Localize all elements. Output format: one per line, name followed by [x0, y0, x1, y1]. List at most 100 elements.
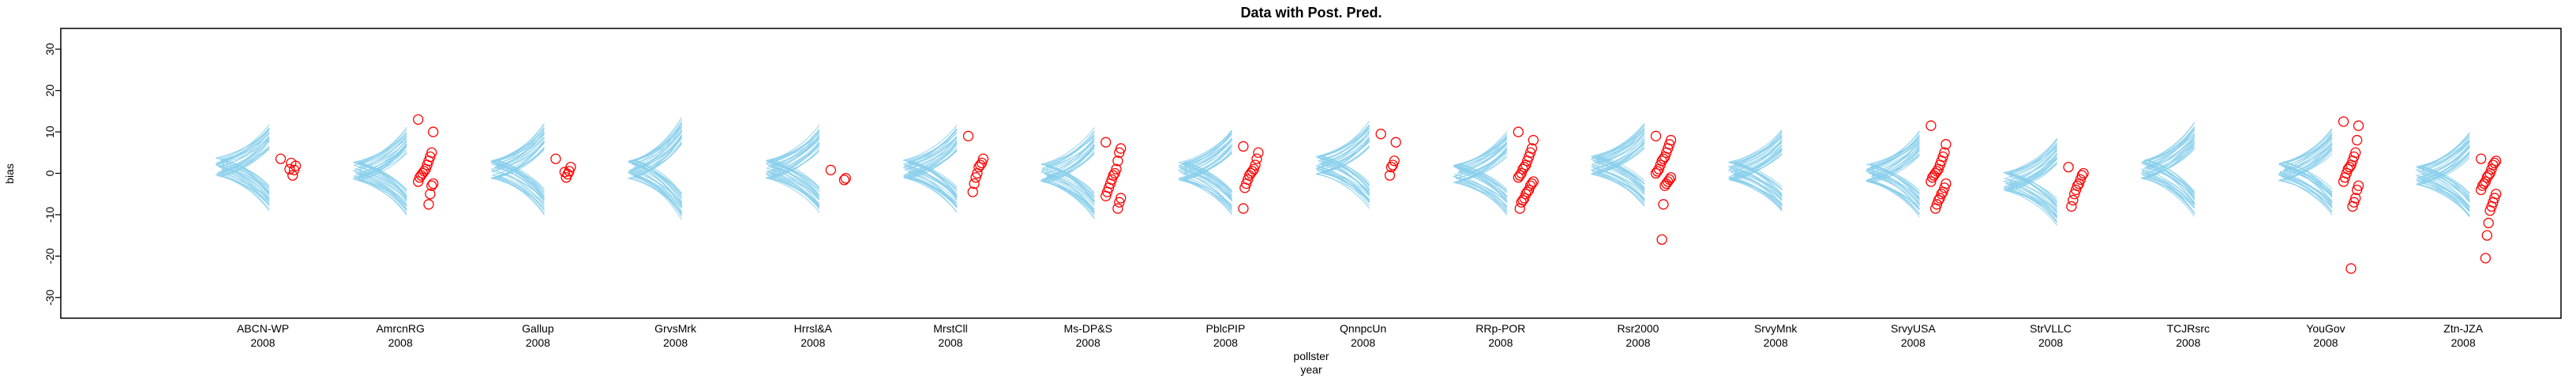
posterior-predictive-curve: [1869, 145, 1920, 200]
data-point: [1112, 203, 1123, 214]
posterior-predictive-curve: [1734, 130, 1783, 197]
posterior-predictive-curve: [1046, 137, 1095, 213]
posterior-predictive-curve: [1317, 125, 1370, 190]
data-point: [550, 153, 561, 164]
posterior-predictive-curve: [766, 137, 820, 199]
data-point: [1526, 178, 1538, 190]
posterior-predictive-curve: [771, 137, 820, 191]
posterior-predictive-curve: [633, 137, 683, 217]
x-tick-label-year: 2008: [1625, 336, 1650, 349]
data-point: [2066, 201, 2077, 212]
posterior-predictive-curve: [1732, 149, 1783, 200]
posterior-predictive-curve: [2004, 157, 2058, 216]
data-point: [1245, 167, 1257, 179]
data-point: [2353, 180, 2364, 191]
data-point: [2347, 201, 2358, 212]
x-tick-label-pollster: Rsr2000: [1618, 322, 1659, 335]
y-tick-label: -30: [43, 289, 56, 305]
data-point: [1659, 180, 1670, 191]
data-point: [1114, 197, 1125, 208]
observed-data-points: [275, 114, 2502, 274]
posterior-predictive-curve: [1320, 137, 1370, 207]
posterior-predictive-curve: [902, 125, 958, 196]
posterior-predictive-curve: [1592, 124, 1645, 191]
posterior-predictive-curve: [2003, 150, 2058, 213]
data-point: [1929, 203, 1941, 214]
data-point: [2349, 197, 2360, 208]
posterior-predictive-curve: [358, 136, 407, 198]
posterior-predictive-curve: [2009, 157, 2058, 223]
data-point: [1387, 159, 1398, 171]
data-point: [2338, 176, 2349, 187]
data-point: [428, 126, 439, 137]
data-point: [2476, 153, 2487, 164]
data-point: [2073, 178, 2085, 190]
posterior-predictive-curve: [353, 135, 407, 207]
posterior-predictive-curve: [2278, 133, 2333, 196]
x-tick-label-pollster: QnnpcUn: [1340, 322, 1386, 335]
posterior-predictive-curve: [1590, 137, 1645, 202]
data-point: [2480, 253, 2492, 264]
data-point: [2481, 230, 2492, 241]
y-tick-label: 20: [43, 84, 56, 97]
data-point: [2063, 161, 2074, 173]
data-point: [969, 178, 980, 190]
posterior-predictive-curve: [1453, 135, 1508, 197]
x-tick-label-pollster: TCJRsrc: [2167, 322, 2210, 335]
posterior-predictive-curve: [359, 135, 407, 190]
x-tick-label-year: 2008: [663, 336, 688, 349]
posterior-predictive-curve: [767, 144, 820, 199]
x-tick-label-year: 2008: [1351, 336, 1375, 349]
posterior-predictive-curve: [1732, 150, 1783, 211]
posterior-predictive-curve: [2280, 144, 2333, 216]
posterior-predictive-curve: [2004, 145, 2058, 212]
y-axis-label: bias: [3, 163, 16, 184]
data-point: [1655, 159, 1666, 171]
data-point: [970, 172, 981, 183]
data-point: [1931, 199, 1943, 210]
data-point: [414, 172, 426, 183]
posterior-predictive-curve: [1318, 127, 1370, 187]
posterior-predictive-curve: [1045, 130, 1095, 203]
posterior-predictive-curve: [491, 146, 545, 209]
data-point: [1238, 203, 1249, 214]
x-tick-label-pollster: GrvsMrk: [654, 322, 697, 335]
posterior-predictive-curve: [1871, 148, 1920, 206]
data-point: [2483, 217, 2494, 229]
data-point: [1936, 189, 1947, 200]
posterior-predictive-curve: [2418, 137, 2470, 208]
data-point: [1101, 137, 1112, 148]
x-tick-label-year: 2008: [801, 336, 825, 349]
data-point: [1513, 126, 1524, 137]
data-point: [962, 130, 974, 141]
posterior-predictive-curve: [628, 137, 683, 205]
posterior-predictive-curve: [491, 142, 545, 201]
data-point: [1241, 178, 1252, 190]
data-point: [1519, 161, 1530, 173]
posterior-predictive-curve: [2283, 150, 2333, 208]
data-point: [284, 163, 295, 174]
x-tick-label-year: 2008: [2451, 336, 2476, 349]
posterior-predictive-curve: [1453, 141, 1508, 193]
posterior-predictive-curve: [2146, 129, 2195, 204]
data-point: [1927, 172, 1938, 183]
y-tick-label: 10: [43, 126, 56, 138]
posterior-predictive-curve: [2279, 140, 2333, 207]
posterior-predictive-curve: [1865, 137, 1920, 204]
data-point: [286, 157, 297, 169]
x-tick-label-pollster: StrVLLC: [2030, 322, 2072, 335]
posterior-predictive-curve: [2284, 134, 2333, 201]
x-tick-label-pollster: SrvyUSA: [1891, 322, 1936, 335]
data-point: [1238, 141, 1249, 152]
data-point: [1517, 163, 1528, 174]
data-point: [275, 153, 287, 164]
data-point: [1658, 153, 1669, 164]
posterior-predictive-curve: [1041, 141, 1095, 203]
posterior-predictive-curve: [1729, 148, 1783, 212]
data-point: [1524, 180, 1536, 191]
data-point: [1940, 139, 1952, 150]
posterior-predictive-curve: [1316, 141, 1370, 195]
posterior-predictive-curve: [1458, 148, 1508, 216]
posterior-predictive-curve: [1315, 131, 1370, 201]
posterior-predictive-curve: [1044, 137, 1095, 211]
